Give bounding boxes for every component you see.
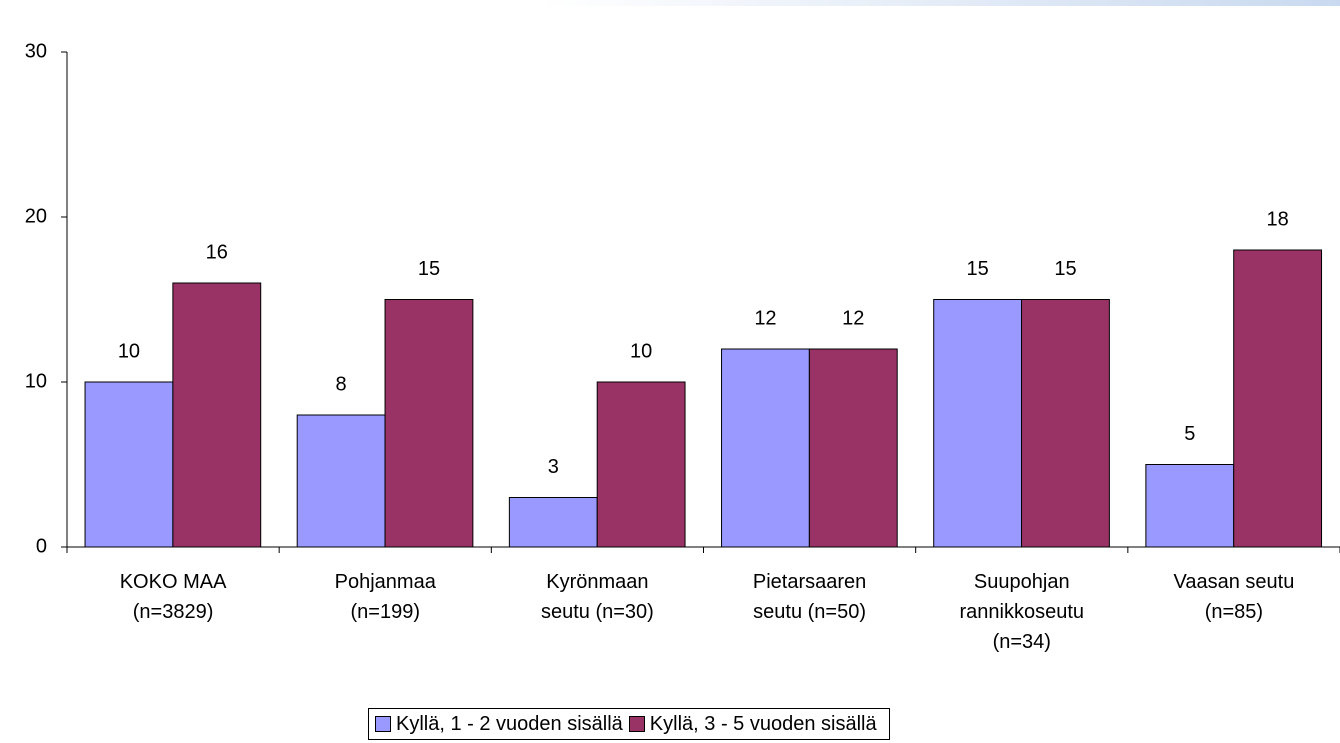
data-label: 10 xyxy=(118,340,140,362)
y-tick-label: 30 xyxy=(25,40,47,62)
y-tick-label: 10 xyxy=(25,370,47,392)
bar xyxy=(1233,249,1323,548)
data-label: 18 xyxy=(1266,208,1288,230)
bar xyxy=(808,348,898,548)
data-label: 15 xyxy=(1054,258,1076,280)
bar xyxy=(172,282,262,548)
bar xyxy=(384,299,474,548)
legend: Kyllä, 1 - 2 vuoden sisällä Kyllä, 3 - 5 … xyxy=(368,708,890,740)
bar xyxy=(1021,299,1110,548)
data-label: 15 xyxy=(418,258,440,280)
bar xyxy=(721,348,810,548)
bar xyxy=(508,497,598,548)
decoration xyxy=(540,0,1340,6)
data-label: 16 xyxy=(206,241,228,263)
legend-item: Kyllä, 1 - 2 vuoden sisällä xyxy=(375,713,623,736)
x-tick-label: Pohjanmaa (n=199) xyxy=(334,571,436,623)
legend-item: Kyllä, 3 - 5 vuoden sisällä xyxy=(628,712,877,736)
y-tick-label: 0 xyxy=(36,535,47,557)
bar xyxy=(1145,464,1235,548)
legend-swatch xyxy=(375,716,391,732)
legend-swatch xyxy=(628,716,645,732)
bar xyxy=(84,381,174,548)
x-tick-label: Pietarsaaren seutu (n=50) xyxy=(752,571,867,623)
x-tick-label: Kyrönmaan seutu (n=30) xyxy=(540,571,654,623)
legend-label: Kyllä, 3 - 5 vuoden sisällä xyxy=(649,712,877,735)
data-label: 15 xyxy=(966,258,988,280)
x-tick-label: KOKO MAA (n=3829) xyxy=(119,571,227,623)
bar xyxy=(933,299,1023,548)
legend-label: Kyllä, 1 - 2 vuoden sisällä xyxy=(396,712,623,735)
data-label: 10 xyxy=(630,340,652,362)
data-label: 5 xyxy=(1184,423,1195,445)
x-tick-label: Vaasan seutu (n=85) xyxy=(1173,571,1295,623)
data-label: 3 xyxy=(548,456,559,478)
x-tick-label: Suupohjan rannikkoseutu (n=34) xyxy=(959,571,1085,653)
data-label: 8 xyxy=(336,373,347,395)
bar xyxy=(596,381,686,548)
data-label: 12 xyxy=(754,307,776,329)
y-tick-label: 20 xyxy=(25,205,47,227)
data-label: 12 xyxy=(842,307,864,329)
bar xyxy=(296,414,386,548)
